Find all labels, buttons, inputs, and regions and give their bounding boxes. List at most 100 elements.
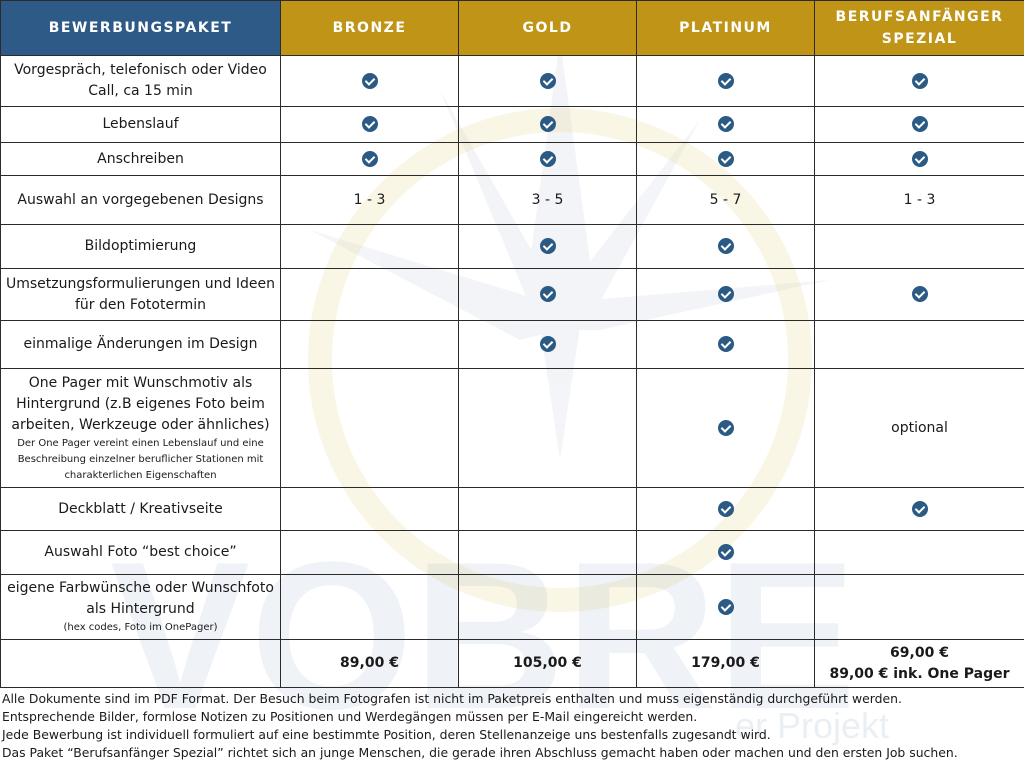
feature-label-cell: Umsetzungsformulierungen und Ideen für d… bbox=[0, 268, 281, 321]
cell-bronze bbox=[280, 55, 459, 107]
header-berufsanfaenger-spezial: BERUFSANFÄNGER SPEZIAL bbox=[814, 0, 1024, 56]
feature-label-cell: eigene Farbwünsche oder Wunschfoto als H… bbox=[0, 574, 281, 640]
cell-gold bbox=[458, 142, 637, 176]
footnote: Alle Dokumente sind im PDF Format. Der B… bbox=[2, 691, 902, 706]
cell-platinum bbox=[636, 368, 815, 488]
check-circle-icon bbox=[911, 286, 928, 302]
table-row: einmalige Änderungen im Design bbox=[0, 320, 1024, 369]
feature-label-cell: Anschreiben bbox=[0, 142, 281, 176]
header-bronze: BRONZE bbox=[280, 0, 459, 56]
feature-label: Lebenslauf bbox=[102, 116, 179, 132]
header-spezial-line2: SPEZIAL bbox=[881, 31, 958, 47]
cell-value: 5 - 7 bbox=[709, 191, 742, 208]
header-gold: GOLD bbox=[458, 0, 637, 56]
check-circle-icon bbox=[361, 150, 378, 167]
cell-value: optional bbox=[891, 419, 948, 436]
price-spezial-line2: 89,00 € ink. One Pager bbox=[829, 665, 1010, 682]
feature-label: Anschreiben bbox=[97, 150, 184, 167]
cell-bronze: 1 - 3 bbox=[280, 175, 459, 225]
header-bewerbungspaket: BEWERBUNGSPAKET bbox=[0, 0, 281, 56]
cell-platinum bbox=[636, 574, 815, 640]
cell-value: 1 - 3 bbox=[353, 191, 386, 208]
cell-value: 1 - 3 bbox=[903, 191, 936, 208]
cell-platinum bbox=[636, 106, 815, 143]
price-label-cell bbox=[0, 639, 281, 688]
check-circle-icon bbox=[539, 150, 556, 167]
table-row: One Pager mit Wunschmotiv als Hintergrun… bbox=[0, 368, 1024, 488]
cell-spezial: 1 - 3 bbox=[814, 175, 1024, 225]
cell-bronze bbox=[280, 487, 459, 531]
cell-gold bbox=[458, 530, 637, 575]
feature-label: Vorgespräch, telefonisch oder Video Call… bbox=[14, 62, 267, 99]
cell-bronze bbox=[280, 268, 459, 321]
feature-label-cell: Deckblatt / Kreativseite bbox=[0, 487, 281, 531]
feature-label-cell: Lebenslauf bbox=[0, 106, 281, 143]
table-header-row: BEWERBUNGSPAKET BRONZE GOLD PLATINUM BER… bbox=[0, 0, 1024, 56]
check-circle-icon bbox=[361, 116, 378, 132]
cell-platinum bbox=[636, 530, 815, 575]
cell-spezial bbox=[814, 320, 1024, 369]
footnote: Jede Bewerbung ist individuell formulier… bbox=[2, 727, 771, 742]
cell-platinum bbox=[636, 142, 815, 176]
table-row: eigene Farbwünsche oder Wunschfoto als H… bbox=[0, 574, 1024, 640]
cell-bronze bbox=[280, 106, 459, 143]
cell-platinum bbox=[636, 224, 815, 269]
check-circle-icon bbox=[361, 72, 378, 89]
table-row: Auswahl Foto “best choice” bbox=[0, 530, 1024, 575]
cell-spezial bbox=[814, 224, 1024, 269]
check-circle-icon bbox=[911, 500, 928, 517]
cell-spezial bbox=[814, 530, 1024, 575]
header-spezial-line1: BERUFSANFÄNGER bbox=[835, 9, 1004, 25]
price-platinum: 179,00 € bbox=[636, 639, 815, 688]
cell-gold bbox=[458, 487, 637, 531]
cell-bronze bbox=[280, 142, 459, 176]
feature-label: Auswahl Foto “best choice” bbox=[44, 544, 237, 560]
check-circle-icon bbox=[717, 116, 734, 132]
cell-spezial bbox=[814, 55, 1024, 107]
feature-label: eigene Farbwünsche oder Wunschfoto als H… bbox=[7, 580, 274, 617]
cell-spezial: optional bbox=[814, 368, 1024, 488]
check-circle-icon bbox=[539, 72, 556, 89]
cell-gold bbox=[458, 320, 637, 369]
cell-spezial bbox=[814, 142, 1024, 176]
check-circle-icon bbox=[539, 238, 556, 254]
cell-platinum bbox=[636, 268, 815, 321]
cell-bronze bbox=[280, 368, 459, 488]
cell-gold bbox=[458, 224, 637, 269]
check-circle-icon bbox=[911, 72, 928, 89]
cell-gold bbox=[458, 268, 637, 321]
check-circle-icon bbox=[911, 150, 928, 167]
footnotes: Alle Dokumente sind im PDF Format. Der B… bbox=[2, 690, 1022, 762]
table-row: Lebenslauf bbox=[0, 106, 1024, 143]
check-circle-icon bbox=[717, 72, 734, 89]
feature-label-cell: Auswahl an vorgegebenen Designs bbox=[0, 175, 281, 225]
table-row: Umsetzungsformulierungen und Ideen für d… bbox=[0, 268, 1024, 321]
table-row: Bildoptimierung bbox=[0, 224, 1024, 269]
footnote: Das Paket “Berufsanfänger Spezial” richt… bbox=[2, 745, 958, 760]
cell-platinum: 5 - 7 bbox=[636, 175, 815, 225]
feature-note: (hex codes, Foto im OnePager) bbox=[63, 622, 218, 633]
price-spezial-line1: 69,00 € bbox=[890, 644, 949, 661]
price-bronze: 89,00 € bbox=[280, 639, 459, 688]
check-circle-icon bbox=[717, 150, 734, 167]
price-row: 89,00 € 105,00 € 179,00 € 69,00 € 89,00 … bbox=[0, 639, 1024, 688]
feature-label: Bildoptimierung bbox=[84, 238, 197, 254]
cell-gold bbox=[458, 55, 637, 107]
cell-value: 3 - 5 bbox=[531, 191, 564, 208]
feature-label-cell: Vorgespräch, telefonisch oder Video Call… bbox=[0, 55, 281, 107]
cell-bronze bbox=[280, 574, 459, 640]
feature-label-cell: Bildoptimierung bbox=[0, 224, 281, 269]
cell-platinum bbox=[636, 55, 815, 107]
cell-platinum bbox=[636, 320, 815, 369]
cell-bronze bbox=[280, 320, 459, 369]
cell-gold bbox=[458, 106, 637, 143]
cell-platinum bbox=[636, 487, 815, 531]
feature-label-cell: Auswahl Foto “best choice” bbox=[0, 530, 281, 575]
check-circle-icon bbox=[717, 500, 734, 517]
feature-label-cell: One Pager mit Wunschmotiv als Hintergrun… bbox=[0, 368, 281, 488]
check-circle-icon bbox=[717, 238, 734, 254]
check-circle-icon bbox=[717, 544, 734, 560]
cell-spezial bbox=[814, 487, 1024, 531]
cell-bronze bbox=[280, 530, 459, 575]
check-circle-icon bbox=[539, 116, 556, 132]
